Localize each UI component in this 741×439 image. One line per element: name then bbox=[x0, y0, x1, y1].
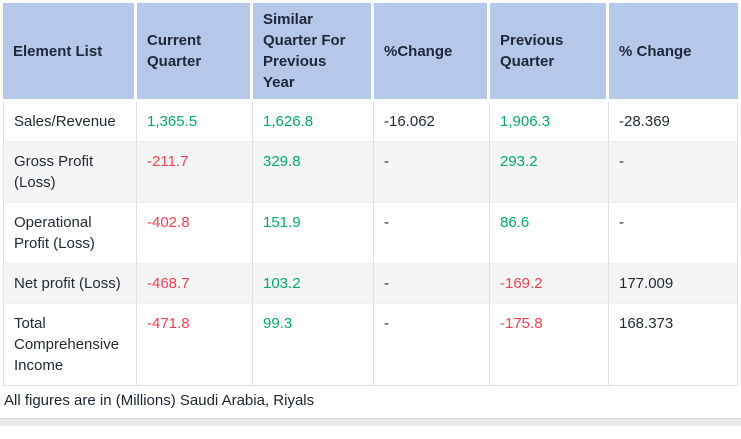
col-header-percent-change-1: %Change bbox=[374, 3, 490, 102]
table-cell: 177.009 bbox=[609, 263, 738, 303]
footer-note: All figures are in (Millions) Saudi Arab… bbox=[3, 385, 738, 418]
row-label: Net profit (Loss) bbox=[3, 263, 137, 303]
table-cell: -169.2 bbox=[490, 263, 609, 303]
table-cell: - bbox=[374, 141, 490, 202]
financial-results-page: Element List Current Quarter Similar Qua… bbox=[3, 3, 738, 418]
table-cell: - bbox=[374, 202, 490, 263]
table-cell: -16.062 bbox=[374, 102, 490, 141]
row-label: Total Comprehensive Income bbox=[3, 303, 137, 385]
table-cell: -175.8 bbox=[490, 303, 609, 385]
col-header-current-quarter: Current Quarter bbox=[137, 3, 253, 102]
table-row: Net profit (Loss) -468.7 103.2- -169.2 177.0… bbox=[3, 263, 738, 303]
bottom-bar bbox=[0, 418, 741, 426]
col-header-similar-quarter-previous-year: Similar Quarter For Previous Year bbox=[253, 3, 374, 102]
financial-results-table: Element List Current Quarter Similar Qua… bbox=[3, 3, 738, 385]
col-header-previous-quarter: Previous Quarter bbox=[490, 3, 609, 102]
table-cell: 1,906.3 bbox=[490, 102, 609, 141]
header-row: Element List Current Quarter Similar Qua… bbox=[3, 3, 738, 102]
table-row: Gross Profit (Loss) -211.7 329.8-293.2- bbox=[3, 141, 738, 202]
row-label: Operational Profit (Loss) bbox=[3, 202, 137, 263]
table-cell: -471.8 bbox=[137, 303, 253, 385]
table-cell: -28.369 bbox=[609, 102, 738, 141]
table-cell: 99.3 bbox=[253, 303, 374, 385]
table-cell: 103.2 bbox=[253, 263, 374, 303]
table-cell: - bbox=[609, 141, 738, 202]
table-cell: - bbox=[374, 303, 490, 385]
table-cell: -468.7 bbox=[137, 263, 253, 303]
table-cell: 86.6 bbox=[490, 202, 609, 263]
table-row: Total Comprehensive Income -471.8 99.3- -17… bbox=[3, 303, 738, 385]
col-header-element-list: Element List bbox=[3, 3, 137, 102]
table-cell: 168.373 bbox=[609, 303, 738, 385]
table-cell: 151.9 bbox=[253, 202, 374, 263]
row-label: Gross Profit (Loss) bbox=[3, 141, 137, 202]
table-cell: 293.2 bbox=[490, 141, 609, 202]
table-cell: - bbox=[609, 202, 738, 263]
table-row: Sales/Revenue 1,365.5 1,626.8 -16.062 1,906.… bbox=[3, 102, 738, 141]
table-cell: 1,626.8 bbox=[253, 102, 374, 141]
table-cell: 1,365.5 bbox=[137, 102, 253, 141]
table-cell: 329.8 bbox=[253, 141, 374, 202]
table-body: Sales/Revenue 1,365.5 1,626.8 -16.062 1,906.… bbox=[3, 102, 738, 385]
col-header-percent-change-2: % Change bbox=[609, 3, 738, 102]
table-cell: -211.7 bbox=[137, 141, 253, 202]
table-row: Operational Profit (Loss) -402.8 151.9-86.… bbox=[3, 202, 738, 263]
row-label: Sales/Revenue bbox=[3, 102, 137, 141]
table-cell: - bbox=[374, 263, 490, 303]
table-cell: -402.8 bbox=[137, 202, 253, 263]
